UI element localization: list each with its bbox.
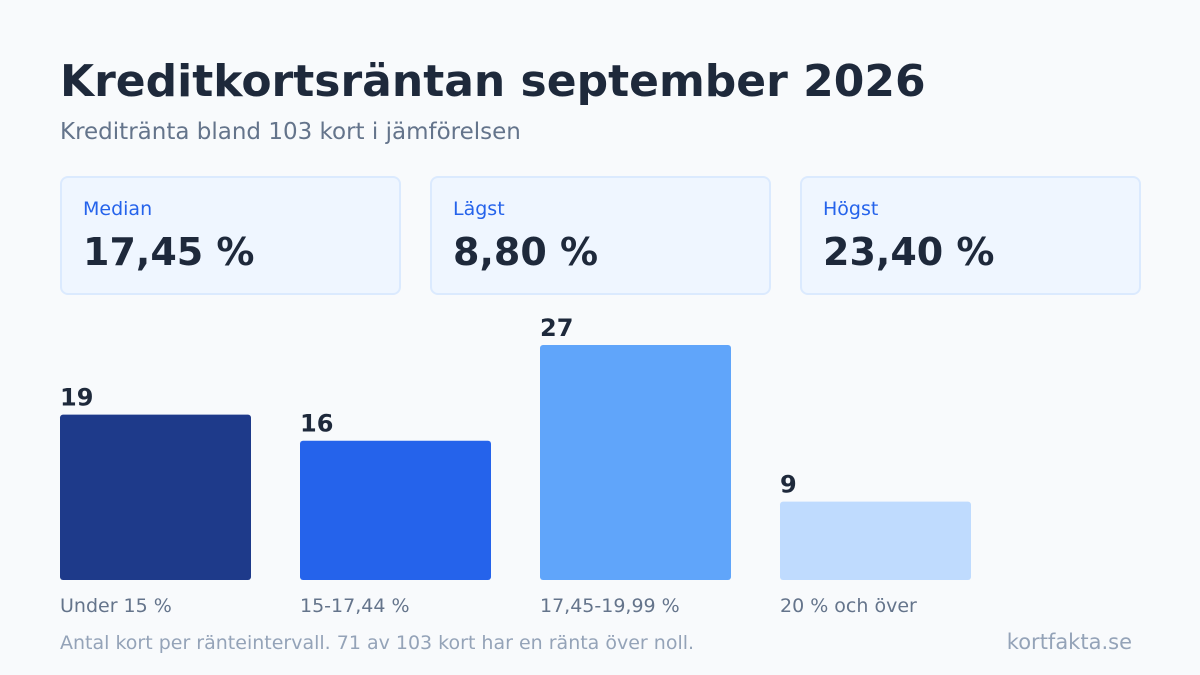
stat-label: Högst bbox=[823, 198, 879, 220]
stat-label: Lägst bbox=[453, 198, 505, 220]
category-label: 17,45-19,99 % bbox=[540, 595, 680, 617]
bar-value-label: 27 bbox=[540, 314, 573, 342]
page-subtitle: Kreditränta bland 103 kort i jämförelsen bbox=[60, 119, 521, 145]
bar-3 bbox=[540, 345, 731, 580]
category-label: 15-17,44 % bbox=[300, 595, 410, 617]
stat-card-lowest: Lägst 8,80 % bbox=[430, 176, 771, 295]
bar-2 bbox=[300, 440, 491, 580]
stat-value: 23,40 % bbox=[823, 230, 995, 274]
stat-value: 17,45 % bbox=[83, 230, 255, 274]
brand-label: kortfakta.se bbox=[1006, 630, 1132, 654]
page-title: Kreditkortsräntan september 2026 bbox=[60, 56, 926, 107]
bar-value-label: 19 bbox=[60, 384, 93, 412]
category-label: 20 % och över bbox=[780, 595, 917, 617]
stat-label: Median bbox=[83, 198, 153, 220]
bar-4 bbox=[780, 501, 971, 580]
bar-value-label: 16 bbox=[300, 410, 333, 438]
bar-value-label: 9 bbox=[780, 471, 797, 499]
chart-footnote: Antal kort per ränteintervall. 71 av 103… bbox=[60, 632, 695, 654]
category-label: Under 15 % bbox=[60, 595, 172, 617]
stat-card-median: Median 17,45 % bbox=[60, 176, 401, 295]
bar-1 bbox=[60, 414, 251, 580]
stat-card-highest: Högst 23,40 % bbox=[800, 176, 1141, 295]
stat-value: 8,80 % bbox=[453, 230, 599, 274]
